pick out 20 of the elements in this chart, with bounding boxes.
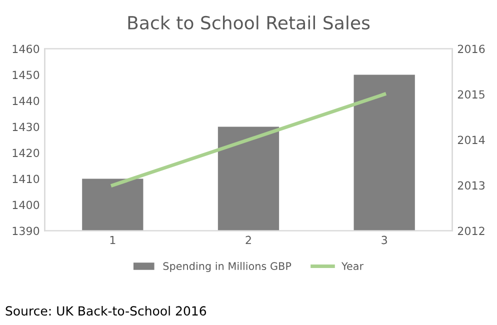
y-tick-label: 1430 [12, 122, 40, 132]
legend-label: Year [341, 262, 364, 270]
chart-title: Back to School Retail Sales [128, 16, 370, 30]
legend-label: Spending in Millions GBP [163, 262, 292, 272]
y2-tick-label: 2016 [458, 44, 485, 54]
y-tick-label: 1420 [12, 148, 40, 158]
y-tick-label: 1390 [12, 226, 40, 236]
y-tick-label: 1460 [12, 44, 40, 54]
y-tick-label: 1410 [12, 174, 40, 184]
y2-tick-label: 2014 [458, 136, 485, 144]
x-tick-label: 3 [382, 236, 387, 244]
x-tick-label: 1 [110, 236, 116, 244]
y-tick-label: 1450 [12, 70, 40, 80]
y2-tick-label: 2015 [458, 90, 484, 99]
x-tick-label: 2 [246, 236, 251, 244]
source-note: Source: UK Back-to-School 2016 [6, 306, 206, 316]
y-tick-label: 1440 [12, 96, 40, 106]
y2-tick-label: 2012 [458, 226, 484, 236]
y2-tick-label: 2013 [458, 181, 485, 190]
y-tick-label: 1400 [12, 200, 40, 210]
